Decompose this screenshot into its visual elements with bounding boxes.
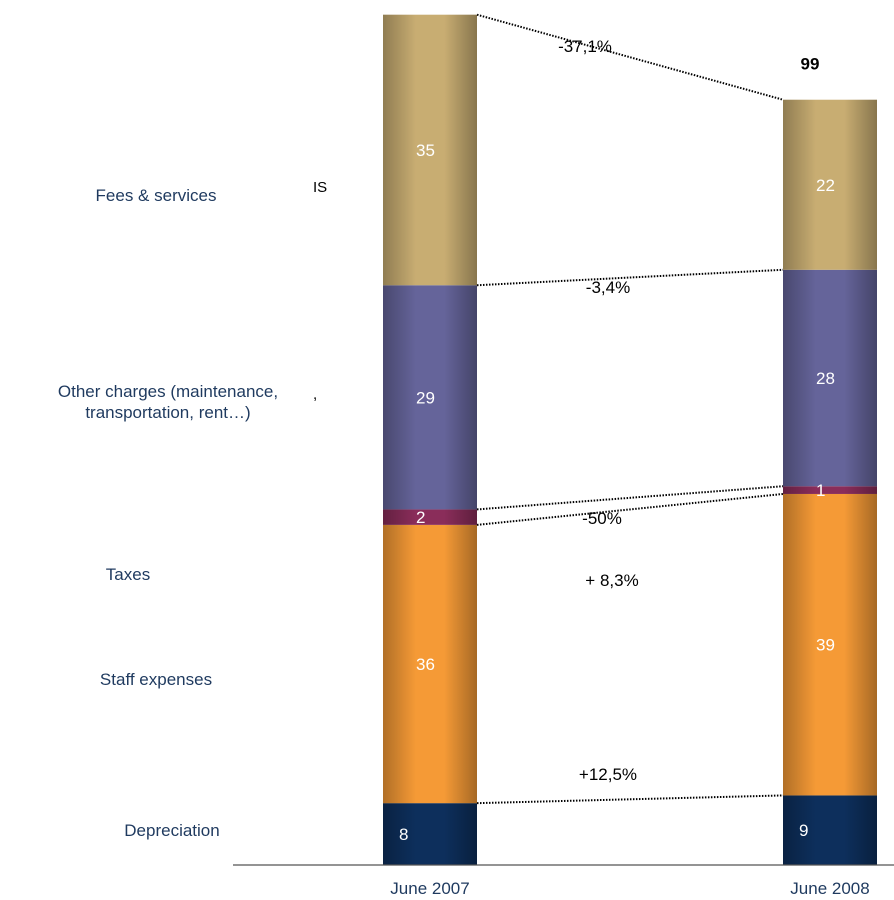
data-label-other-charges-1: 29 (416, 388, 435, 407)
bar-segment-shade (383, 285, 477, 510)
data-label-other-charges-2: 28 (816, 369, 835, 388)
bar-segment-shade (783, 486, 877, 494)
category-label-taxes: Taxes (106, 565, 150, 584)
change-label-5: +12,5% (579, 765, 637, 784)
category-label-depreciation: Depreciation (124, 821, 219, 840)
x-tick-label-1: June 2007 (390, 879, 469, 898)
total-label-2: 99 (801, 55, 820, 74)
category-label-other-charges: Other charges (maintenance, transportatio… (58, 382, 278, 422)
data-label-taxes-2: 1 (816, 481, 825, 500)
connector-line-2 (476, 268, 784, 287)
bar-segment-shade (383, 803, 477, 865)
stray-text-2: , (313, 386, 317, 403)
data-label-depreciation-2: 9 (799, 821, 808, 840)
connector-line-3 (476, 485, 784, 511)
x-tick-label-2: June 2008 (790, 879, 869, 898)
stray-text-1: IS (313, 179, 327, 196)
change-label-3: -50% (582, 509, 622, 528)
bar-segment-shade (383, 14, 477, 286)
bar-segment-shade (783, 795, 877, 865)
change-label-1: -37,1% (558, 37, 612, 56)
connector-line-4 (476, 492, 784, 526)
bar-segment-shade (383, 509, 477, 525)
bar-segment-shade (783, 493, 877, 796)
category-label-fees-services: Fees & services (96, 186, 217, 205)
data-label-taxes-1: 2 (416, 508, 425, 527)
bar-segment-shade (383, 524, 477, 804)
change-label-4: + 8,3% (585, 571, 638, 590)
bar-segment-shade (783, 99, 877, 270)
data-label-staff-expenses-1: 36 (416, 655, 435, 674)
data-label-depreciation-1: 8 (399, 825, 408, 844)
bar-segment-shade (783, 269, 877, 487)
change-label-2: -3,4% (586, 278, 630, 297)
data-label-fees-services-1: 35 (416, 141, 435, 160)
data-label-fees-services-2: 22 (816, 176, 835, 195)
data-label-staff-expenses-2: 39 (816, 636, 835, 655)
connector-line-5 (476, 794, 784, 805)
category-label-staff-expenses: Staff expenses (100, 670, 212, 689)
connector-line-1 (476, 13, 784, 101)
